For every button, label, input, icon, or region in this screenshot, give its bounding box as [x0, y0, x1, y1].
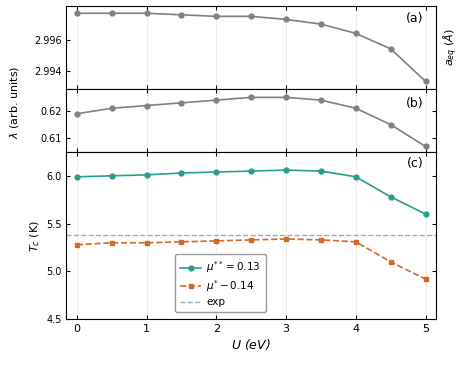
Y-axis label: $a_{eq}$ ($\AA$): $a_{eq}$ ($\AA$) [442, 29, 460, 66]
Text: $\lambda$ (arb. units): $\lambda$ (arb. units) [8, 66, 21, 139]
Y-axis label: $T_c$ (K): $T_c$ (K) [28, 219, 42, 252]
Text: (c): (c) [406, 157, 423, 170]
Text: (b): (b) [406, 97, 423, 110]
Text: (a): (a) [406, 12, 423, 25]
X-axis label: $U$ (eV): $U$ (eV) [231, 337, 271, 352]
Legend: $\mu^{**} = 0.13$, $\mu^{*} - 0.14$, exp: $\mu^{**} = 0.13$, $\mu^{*} - 0.14$, exp [175, 254, 266, 312]
